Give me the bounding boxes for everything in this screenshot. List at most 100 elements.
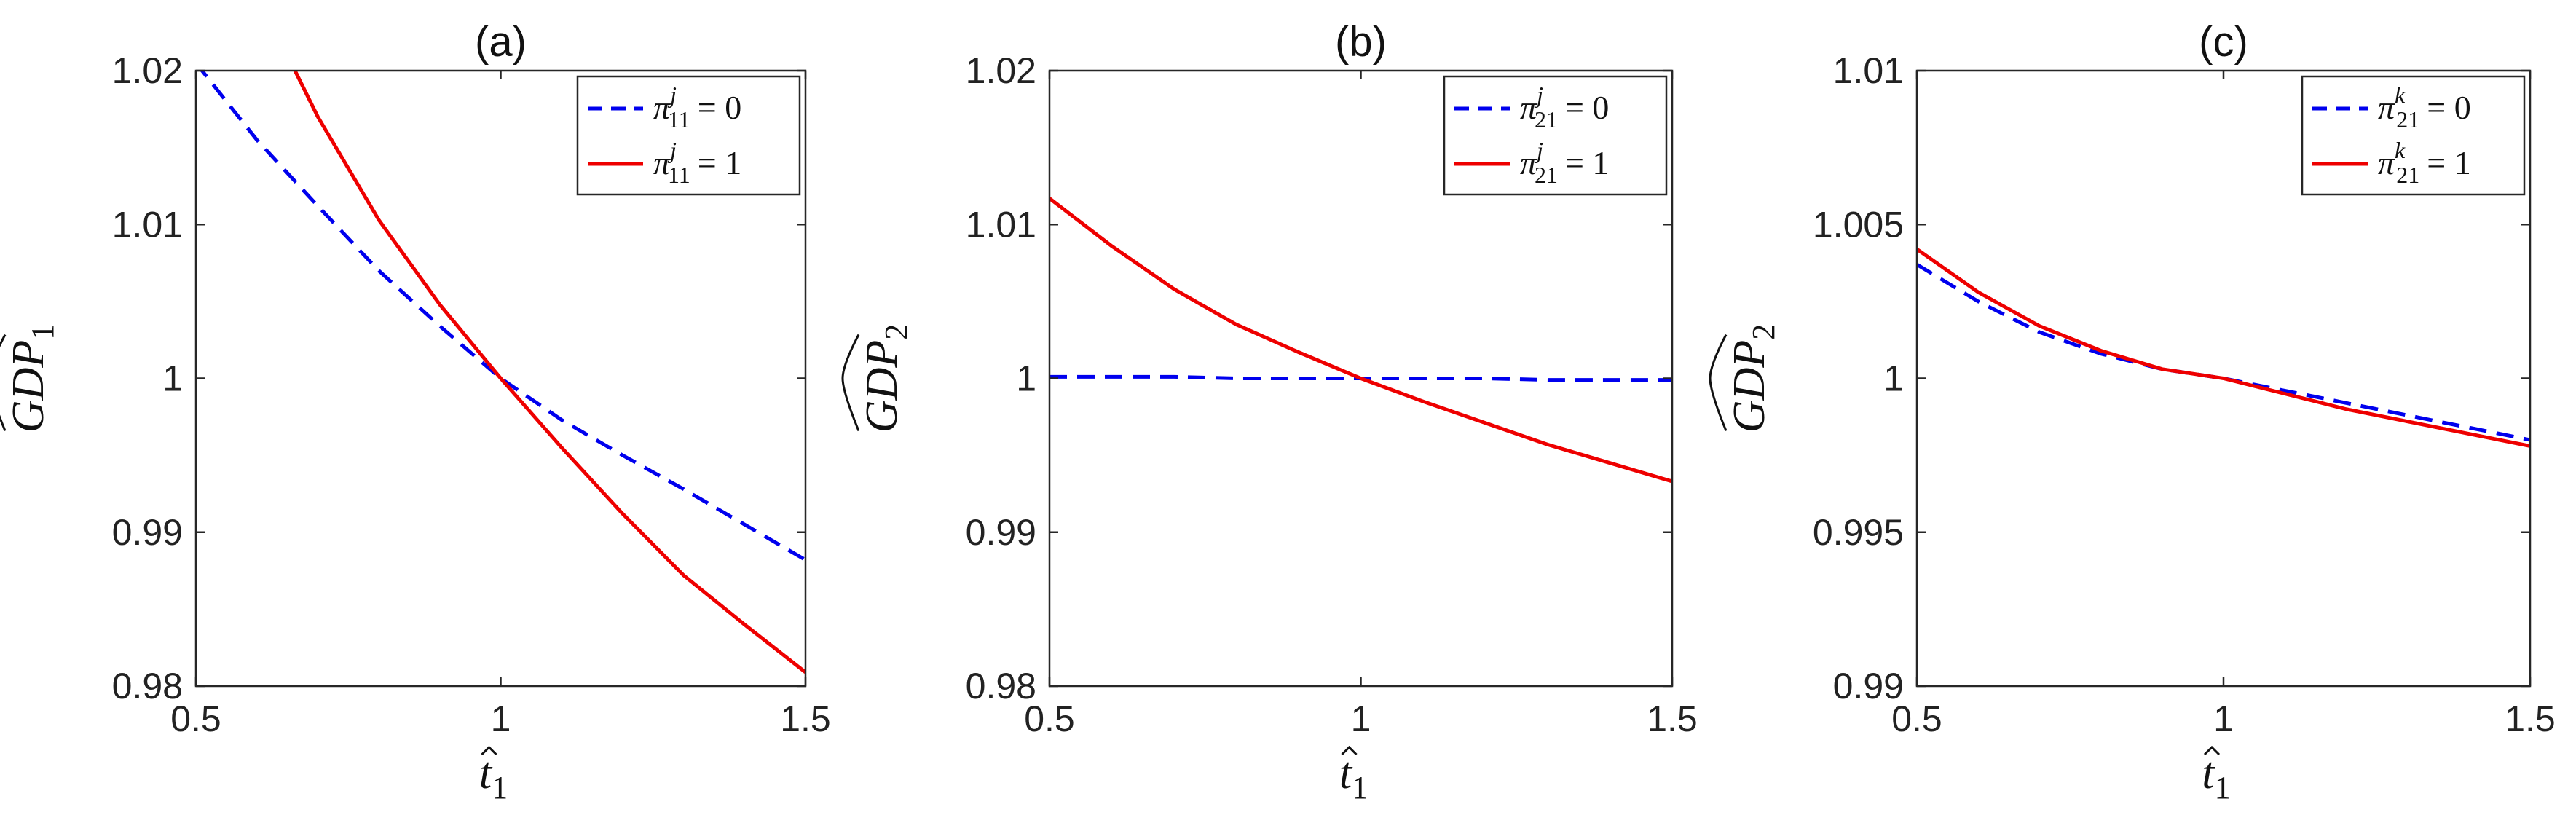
y-axis-label: GDP2	[857, 324, 914, 433]
y-tick-label: 1.01	[1833, 50, 1904, 91]
legend-subscript: 21	[1535, 106, 1558, 133]
legend: πk 21 = 0πk 21 = 1	[2301, 75, 2526, 196]
x-tick-label: 1	[2213, 698, 2234, 739]
x-axis-hat-accent	[481, 745, 497, 756]
legend-entry: πj 21 = 0	[1520, 82, 1609, 133]
y-tick-label: 0.99	[1833, 666, 1904, 706]
y-axis-hat-accent	[1709, 334, 1728, 432]
legend-entry: πj 11 = 1	[653, 137, 741, 188]
x-axis-label-sub: 1	[492, 770, 508, 806]
legend-symbol: π	[2378, 144, 2396, 181]
legend-symbol: π	[653, 89, 671, 126]
x-tick-label: 0.5	[1024, 698, 1075, 739]
x-tick-label: 1	[1351, 698, 1371, 739]
y-tick-label: 0.99	[966, 512, 1036, 553]
legend-superscript: k	[2395, 82, 2406, 108]
legend-value: = 1	[2427, 144, 2470, 181]
y-axis-label-base: GDP	[1725, 340, 1774, 433]
x-axis-label: t1	[1339, 749, 1368, 806]
series-line-dashed	[200, 71, 806, 562]
x-tick-label: 0.5	[1891, 698, 1942, 739]
legend-superscript: j	[667, 137, 677, 163]
legend-symbol: π	[653, 144, 671, 181]
legend-symbol: π	[1520, 89, 1538, 126]
legend-value: = 0	[2427, 89, 2470, 126]
y-axis-label-group: GDP1	[0, 324, 60, 433]
legend-value: = 0	[698, 89, 741, 126]
chart-title: (b)	[1335, 18, 1387, 66]
y-axis-hat-accent	[841, 334, 860, 432]
legend-superscript: j	[1534, 137, 1543, 163]
legend-box	[576, 75, 801, 196]
y-axis-label-group: GDP2	[841, 324, 914, 433]
x-axis-label-base: t	[1339, 749, 1353, 798]
legend-subscript: 21	[1535, 162, 1558, 188]
legend-symbol: π	[2378, 89, 2396, 126]
legend-superscript: k	[2395, 137, 2406, 163]
legend: πj 21 = 0πj 21 = 1	[1443, 75, 1668, 196]
y-tick-label: 1	[162, 358, 183, 399]
y-tick-label: 0.98	[966, 666, 1036, 706]
series-line-dashed	[1917, 263, 2530, 442]
y-tick-label: 1.01	[112, 204, 183, 245]
legend-subscript: 21	[2396, 106, 2419, 133]
y-axis-label-sub: 2	[878, 324, 914, 340]
legend-superscript: j	[667, 82, 677, 108]
legend-box	[1443, 75, 1668, 196]
x-axis-label-sub: 1	[1352, 770, 1368, 806]
y-tick-label: 1.01	[966, 204, 1036, 245]
y-axis-label-sub: 2	[1746, 324, 1781, 340]
y-axis-label: GDP1	[4, 324, 60, 433]
y-tick-label: 1	[1883, 358, 1904, 399]
x-axis-label-base: t	[2202, 749, 2215, 798]
chart-title: (c)	[2199, 18, 2248, 66]
legend-value: = 1	[1565, 144, 1609, 181]
y-tick-label: 1.02	[966, 50, 1036, 91]
legend-subscript: 11	[668, 162, 690, 188]
y-axis-label: GDP2	[1725, 324, 1781, 433]
y-tick-label: 0.995	[1813, 512, 1904, 553]
legend-value: = 1	[698, 144, 741, 181]
series-line-solid	[293, 71, 806, 674]
x-axis-label-base: t	[479, 749, 493, 798]
legend-entry: πk 21 = 0	[2378, 82, 2471, 133]
y-tick-label: 1.005	[1813, 204, 1904, 245]
y-tick-label: 1	[1016, 358, 1036, 399]
legend-superscript: j	[1534, 82, 1543, 108]
x-axis-hat-accent	[1341, 745, 1358, 756]
chart-title: (a)	[475, 18, 527, 66]
legend-value: = 0	[1565, 89, 1609, 126]
series-line-solid	[1917, 248, 2530, 448]
legend-box	[2301, 75, 2526, 196]
x-axis-label: t1	[2202, 749, 2230, 806]
x-tick-label: 1	[491, 698, 511, 739]
y-axis-label-sub: 1	[25, 324, 60, 340]
legend-entry: πk 21 = 1	[2378, 137, 2471, 188]
y-axis-label-base: GDP	[857, 340, 907, 433]
legend-subscript: 11	[668, 106, 690, 133]
legend-entry: πj 21 = 1	[1520, 137, 1609, 188]
y-axis-label-group: GDP2	[1709, 324, 1781, 433]
legend-subscript: 21	[2396, 162, 2419, 188]
x-tick-label: 1.5	[780, 698, 831, 739]
legend-symbol: π	[1520, 144, 1538, 181]
y-tick-label: 0.98	[112, 666, 183, 706]
y-tick-label: 1.02	[112, 50, 183, 91]
x-axis-label: t1	[479, 749, 508, 806]
legend-entry: πj 11 = 0	[653, 82, 741, 133]
x-axis-hat-accent	[2203, 745, 2221, 756]
series-line-solid	[1049, 197, 1672, 484]
x-tick-label: 0.5	[170, 698, 221, 739]
x-tick-label: 1.5	[2505, 698, 2556, 739]
x-axis-label-sub: 1	[2215, 770, 2231, 806]
y-tick-label: 0.99	[112, 512, 183, 553]
legend: πj 11 = 0πj 11 = 1	[576, 75, 801, 196]
x-tick-label: 1.5	[1647, 698, 1698, 739]
y-axis-label-base: GDP	[4, 340, 53, 433]
